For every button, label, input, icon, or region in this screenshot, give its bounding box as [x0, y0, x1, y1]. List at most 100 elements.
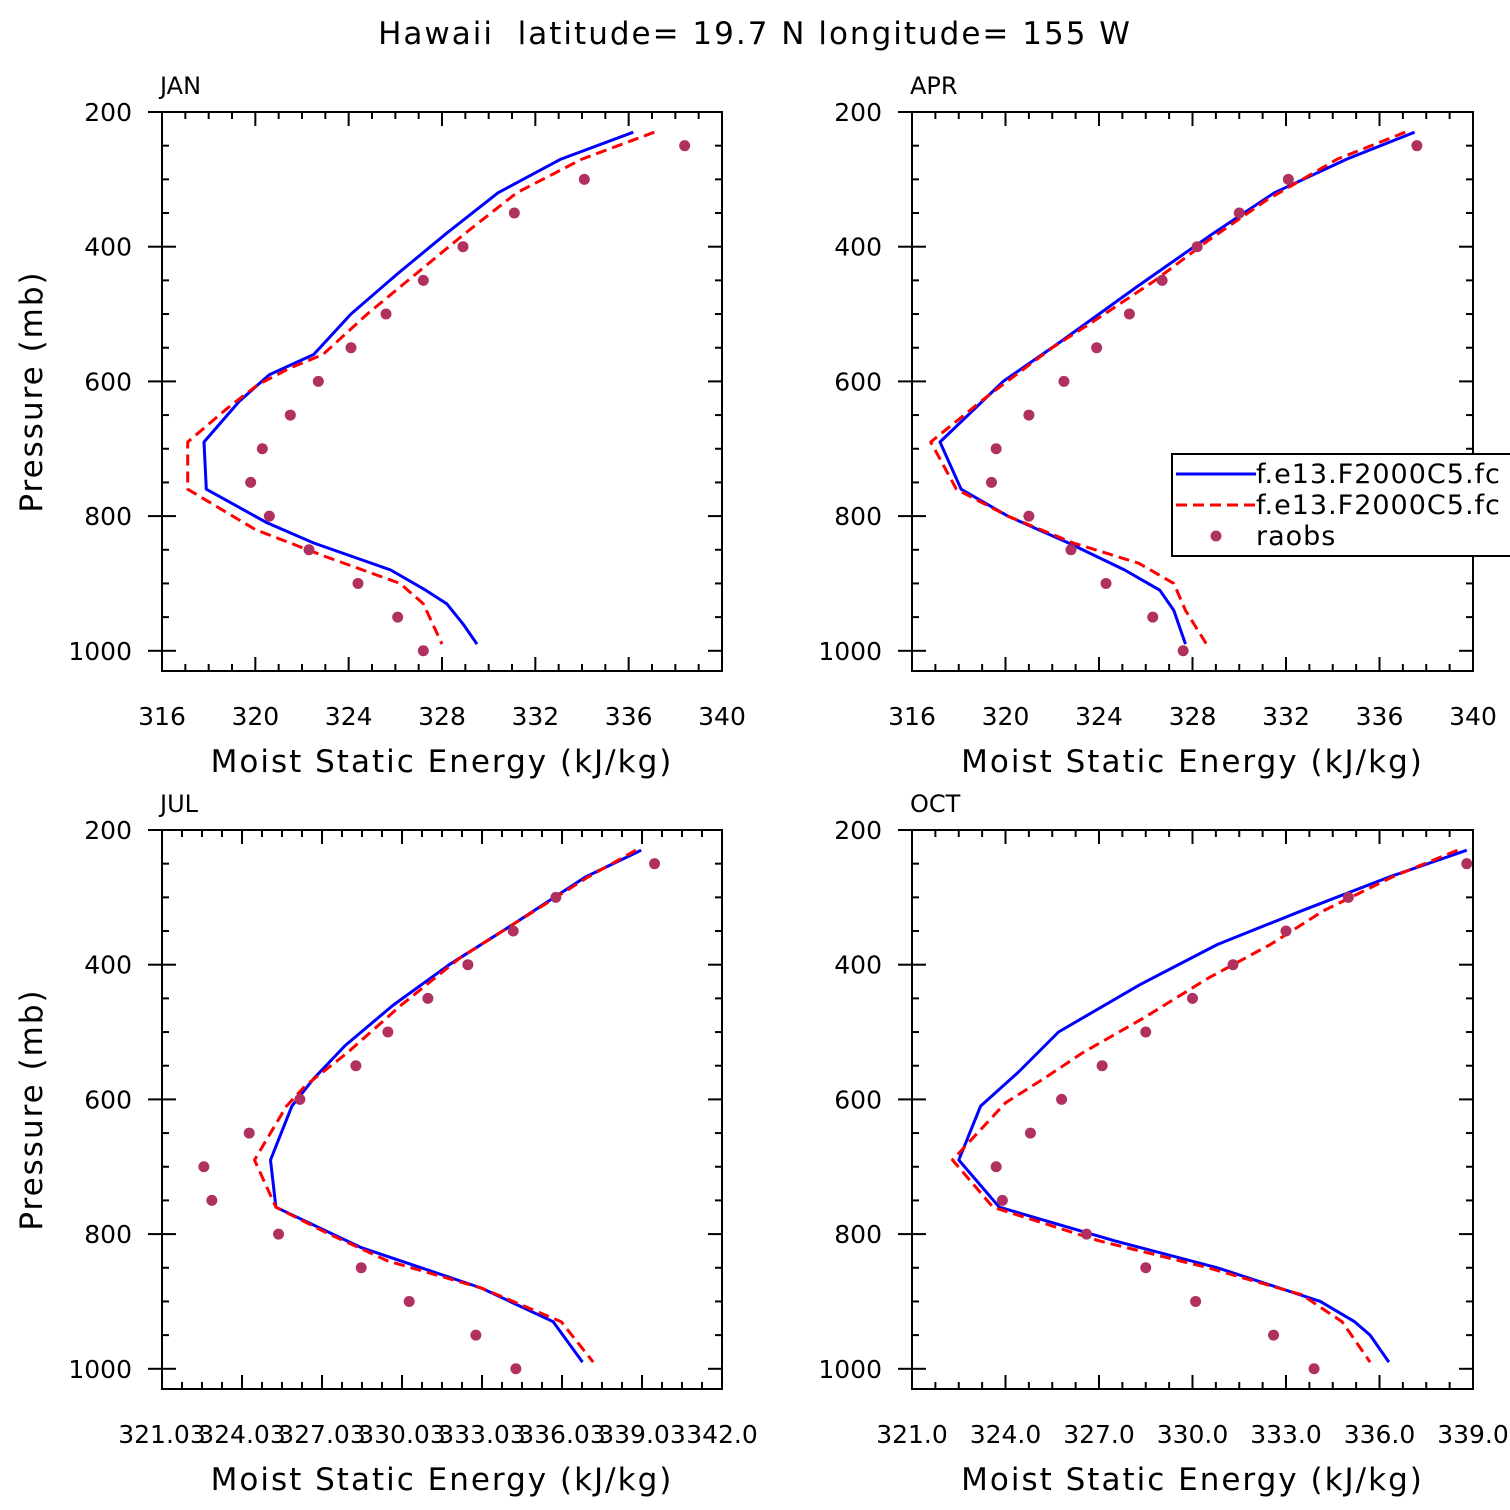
- y-axis-label: Pressure (mb): [14, 270, 50, 512]
- raobs-point: [1096, 1060, 1108, 1072]
- x-axis-label: Moist Static Energy (kJ/kg): [211, 744, 674, 780]
- x-tick-label: 340: [1449, 702, 1497, 731]
- x-tick-label: 324: [325, 702, 373, 731]
- x-tick-label: 332: [511, 702, 559, 731]
- y-tick-label: 200: [834, 98, 882, 127]
- y-tick-label: 600: [834, 1085, 882, 1114]
- y-tick-label: 200: [84, 816, 132, 845]
- x-tick-label: 328: [418, 702, 466, 731]
- raobs-point: [1100, 577, 1112, 589]
- panel-title: APR: [910, 72, 958, 100]
- x-tick-label: 330.03: [358, 1420, 445, 1449]
- x-tick-label: 340: [698, 702, 746, 731]
- raobs-point: [996, 1194, 1008, 1206]
- raobs-point: [403, 1295, 415, 1307]
- series-line-model-1: [957, 848, 1468, 1363]
- raobs-point: [1342, 891, 1354, 903]
- panel-title: JAN: [158, 72, 201, 100]
- series-line-model-1: [269, 848, 642, 1363]
- raobs-point: [1177, 645, 1189, 657]
- y-tick-label: 800: [84, 1220, 132, 1249]
- raobs-point: [1190, 1295, 1202, 1307]
- raobs-point: [380, 308, 392, 320]
- raobs-point: [198, 1161, 210, 1173]
- raobs-point: [1156, 274, 1168, 286]
- raobs-point: [243, 1127, 255, 1139]
- y-tick-label: 1000: [818, 1355, 882, 1384]
- y-tick-label: 400: [84, 951, 132, 980]
- raobs-point: [206, 1194, 218, 1206]
- raobs-point: [1187, 992, 1198, 1004]
- x-tick-label: 339.03: [598, 1420, 685, 1449]
- raobs-point: [263, 510, 275, 522]
- y-tick-label: 400: [834, 951, 882, 980]
- y-tick-label: 800: [84, 502, 132, 531]
- raobs-point: [1091, 342, 1103, 354]
- raobs-point: [345, 342, 357, 354]
- raobs-point: [1081, 1228, 1093, 1240]
- y-tick-label: 1000: [68, 637, 132, 666]
- raobs-point: [1282, 173, 1294, 185]
- raobs-point: [417, 274, 429, 286]
- chart-panel-oct: 321.0 324.0 327.0 330.0 333.0 336.0 339.0 200 40…: [818, 790, 1508, 1498]
- series-line-model-2: [929, 130, 1406, 645]
- raobs-point: [985, 476, 997, 488]
- raobs-point: [273, 1228, 285, 1240]
- raobs-point: [1461, 858, 1473, 870]
- raobs-point: [245, 476, 257, 488]
- raobs-point: [355, 1262, 367, 1274]
- x-tick-label: 342.0: [686, 1420, 758, 1449]
- y-tick-label: 800: [834, 502, 882, 531]
- series-line-model-1: [202, 130, 634, 645]
- raobs-point: [1233, 207, 1245, 219]
- x-axis-label: Moist Static Energy (kJ/kg): [211, 1462, 674, 1498]
- x-tick-label: 320: [231, 702, 279, 731]
- x-tick-label: 336.03: [518, 1420, 605, 1449]
- y-tick-label: 200: [834, 816, 882, 845]
- y-axis-label: Pressure (mb): [14, 988, 50, 1230]
- raobs-point: [422, 992, 434, 1004]
- y-tick-label: 400: [84, 233, 132, 262]
- raobs-point: [1308, 1363, 1320, 1375]
- raobs-point: [303, 544, 315, 556]
- raobs-point: [1024, 1127, 1036, 1139]
- raobs-point: [284, 409, 296, 421]
- y-tick-label: 1000: [818, 637, 882, 666]
- page-title: Hawaii latitude= 19.7 N longitude= 155 W: [378, 16, 1132, 52]
- plot-frame: [161, 829, 723, 1390]
- x-tick-label: 316: [888, 702, 936, 731]
- x-tick-label: 330.0: [1157, 1420, 1229, 1449]
- y-tick-label: 800: [834, 1220, 882, 1249]
- series-line-model-1: [938, 130, 1416, 645]
- x-tick-label: 336: [1356, 702, 1404, 731]
- x-tick-label: 327.0: [1063, 1420, 1135, 1449]
- raobs-point: [256, 443, 268, 455]
- raobs-point: [417, 645, 429, 657]
- x-axis-label: Moist Static Energy (kJ/kg): [961, 744, 1424, 780]
- x-tick-label: 321.03: [118, 1420, 205, 1449]
- x-axis-label: Moist Static Energy (kJ/kg): [961, 1462, 1424, 1498]
- x-tick-label: 333.0: [1250, 1420, 1322, 1449]
- x-tick-label: 321.0: [876, 1420, 948, 1449]
- raobs-point: [457, 241, 469, 253]
- raobs-point: [1023, 510, 1035, 522]
- panel-title: OCT: [910, 790, 961, 818]
- raobs-point: [679, 140, 691, 152]
- x-tick-label: 320: [982, 702, 1030, 731]
- y-tick-label: 1000: [68, 1355, 132, 1384]
- x-tick-label: 316: [138, 702, 186, 731]
- raobs-point: [1147, 611, 1159, 623]
- y-tick-label: 200: [84, 98, 132, 127]
- raobs-point: [1058, 375, 1070, 387]
- series-line-model-2: [951, 848, 1458, 1363]
- x-tick-label: 324: [1075, 702, 1123, 731]
- chart-panel-apr: 316 320 324 328 332 336 340 200 400 600 800 1000 APR…: [818, 72, 1496, 780]
- panel-title: JUL: [158, 790, 199, 818]
- x-tick-label: 333.03: [438, 1420, 525, 1449]
- raobs-point: [1140, 1262, 1152, 1274]
- raobs-point: [1268, 1329, 1280, 1341]
- raobs-point: [550, 891, 562, 903]
- y-tick-label: 400: [834, 233, 882, 262]
- raobs-point: [507, 925, 519, 937]
